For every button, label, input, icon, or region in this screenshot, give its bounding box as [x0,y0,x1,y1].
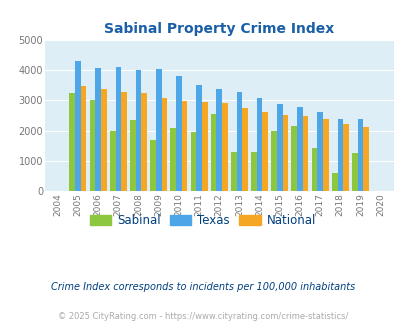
Bar [251,151,256,191]
Bar [222,103,227,191]
Bar [90,100,95,191]
Bar [130,120,135,191]
Bar [311,148,317,191]
Bar [115,67,121,191]
Bar [181,101,187,191]
Bar [110,131,115,191]
Bar [271,131,276,191]
Bar [342,124,348,191]
Bar [242,108,247,191]
Bar [296,107,302,191]
Bar [230,152,236,191]
Legend: Sabinal, Texas, National: Sabinal, Texas, National [85,209,320,232]
Bar [282,115,288,191]
Bar [141,93,147,191]
Bar [81,86,86,191]
Bar [317,112,322,191]
Text: © 2025 CityRating.com - https://www.cityrating.com/crime-statistics/: © 2025 CityRating.com - https://www.city… [58,312,347,321]
Bar [101,89,107,191]
Bar [276,104,282,191]
Text: Crime Index corresponds to incidents per 100,000 inhabitants: Crime Index corresponds to incidents per… [51,282,354,292]
Bar [156,69,161,191]
Bar [331,173,337,191]
Bar [357,118,362,191]
Bar [210,114,216,191]
Bar [362,127,368,191]
Bar [337,118,342,191]
Bar [95,68,101,191]
Bar [121,92,126,191]
Bar [190,132,196,191]
Bar [262,112,267,191]
Bar [75,61,81,191]
Bar [351,152,357,191]
Bar [170,128,176,191]
Bar [69,93,75,191]
Bar [236,92,242,191]
Bar [201,102,207,191]
Bar [291,126,296,191]
Title: Sabinal Property Crime Index: Sabinal Property Crime Index [104,22,334,36]
Bar [322,119,328,191]
Bar [256,98,262,191]
Bar [135,70,141,191]
Bar [176,76,181,191]
Bar [302,116,308,191]
Bar [150,140,156,191]
Bar [216,89,222,191]
Bar [161,98,167,191]
Bar [196,85,201,191]
